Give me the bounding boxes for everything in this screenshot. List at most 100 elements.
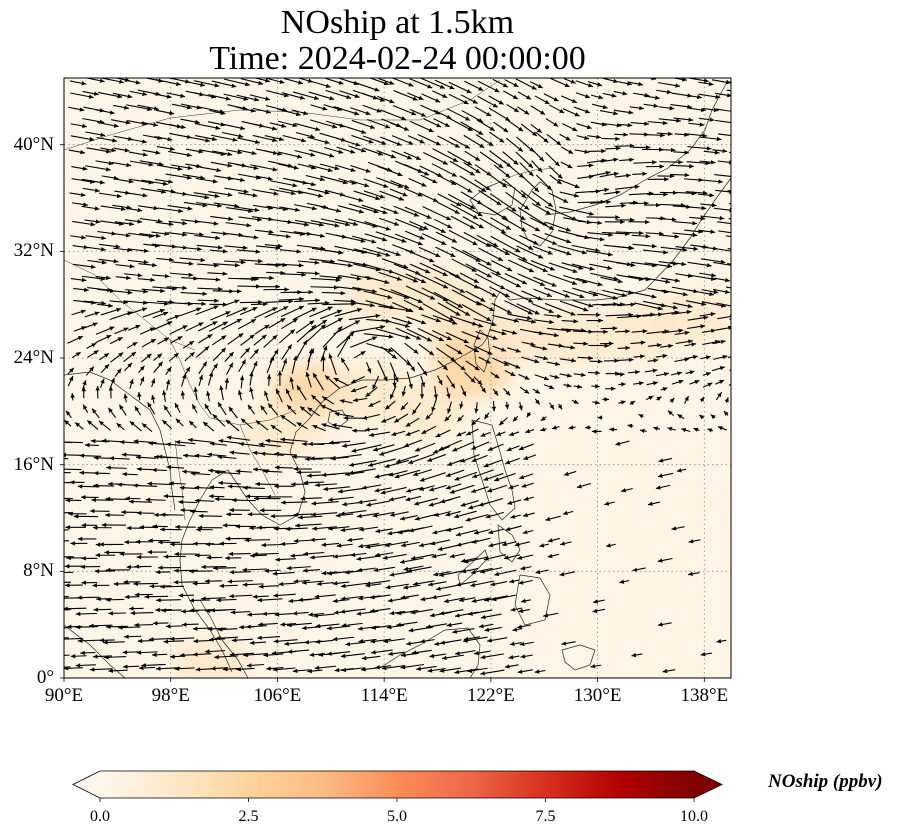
wind-arrow — [631, 329, 648, 334]
wind-arrow — [269, 349, 279, 363]
wind-arrow — [577, 355, 593, 361]
wind-arrow — [576, 135, 590, 140]
wind-arrow — [108, 668, 128, 674]
wind-arrow — [315, 639, 334, 644]
wind-arrow — [180, 390, 186, 400]
wind-arrow — [294, 219, 324, 227]
wind-arrow — [287, 622, 312, 628]
wind-arrow — [246, 663, 265, 668]
wind-arrow — [520, 123, 538, 137]
wind-arrow — [712, 148, 728, 154]
wind-arrow — [344, 471, 365, 477]
wind-arrow — [427, 581, 447, 587]
wind-arrow — [631, 233, 651, 239]
wind-arrow — [197, 321, 218, 332]
wind-arrow — [448, 93, 469, 105]
wind-arrow — [64, 468, 82, 471]
wind-arrow — [320, 218, 351, 227]
wind-arrow — [376, 246, 401, 257]
wind-arrow — [269, 180, 298, 188]
wind-arrow — [575, 80, 594, 88]
wind-arrow — [217, 454, 237, 460]
wind-arrow — [332, 598, 350, 604]
wind-arrow — [590, 272, 619, 281]
wind-arrow — [196, 201, 222, 208]
wind-arrow — [321, 542, 340, 547]
wind-arrow — [409, 78, 433, 89]
wind-arrow — [661, 277, 680, 283]
wind-arrow — [155, 221, 174, 227]
wind-arrow — [296, 324, 317, 343]
wind-arrow — [563, 470, 577, 476]
wind-arrow — [222, 299, 240, 307]
wind-arrow — [226, 207, 254, 213]
wind-arrow — [646, 381, 658, 386]
wind-arrow — [670, 371, 683, 376]
wind-arrow — [454, 471, 478, 481]
wind-arrow — [436, 201, 460, 215]
wind-arrow — [263, 469, 283, 474]
wind-arrow — [213, 202, 240, 209]
wind-arrow — [701, 258, 726, 265]
wind-arrow — [676, 468, 687, 473]
wind-arrow — [700, 202, 717, 208]
wind-arrow — [105, 512, 125, 518]
wind-arrow — [264, 135, 284, 142]
wind-arrow — [72, 263, 96, 269]
wind-arrow — [83, 322, 98, 329]
wind-arrow — [632, 145, 651, 150]
wind-arrow — [335, 137, 361, 147]
wind-arrow — [492, 388, 499, 396]
wind-arrow — [427, 453, 446, 462]
wind-arrow — [351, 444, 382, 453]
wind-arrow — [265, 438, 295, 444]
wind-arrow — [522, 512, 535, 518]
wind-arrow — [463, 134, 485, 149]
wind-arrow — [615, 372, 625, 377]
wind-arrow — [657, 472, 674, 478]
wind-arrow — [422, 233, 447, 246]
wind-arrow — [283, 78, 304, 85]
wind-arrow — [417, 361, 428, 376]
wind-arrow — [372, 511, 395, 518]
border-laos-vietnam — [239, 424, 276, 496]
wind-arrow — [445, 301, 471, 317]
wind-arrow — [462, 216, 484, 229]
wind-arrow — [93, 471, 110, 476]
wind-arrow — [174, 568, 199, 573]
wind-arrow — [196, 220, 219, 226]
wind-arrow — [602, 289, 627, 298]
wind-arrow — [242, 485, 265, 491]
wind-arrow — [92, 525, 112, 530]
wind-arrow — [475, 331, 498, 340]
wind-arrow — [264, 568, 281, 574]
wind-arrow — [518, 402, 523, 411]
wind-arrow — [716, 639, 727, 644]
wind-arrow — [238, 359, 247, 373]
wind-arrow — [252, 594, 269, 599]
wind-arrow — [139, 218, 163, 224]
wind-arrow — [375, 528, 393, 534]
wind-arrow — [285, 526, 308, 532]
wind-arrow — [496, 431, 506, 437]
wind-arrow — [519, 641, 534, 647]
wind-arrow — [258, 622, 278, 627]
wind-arrow — [489, 193, 517, 212]
wind-arrow — [445, 469, 465, 477]
wind-arrow — [168, 123, 186, 130]
wind-arrow — [367, 119, 391, 129]
wind-arrow — [502, 248, 528, 262]
wind-arrow — [379, 190, 405, 201]
wind-arrow — [508, 431, 520, 436]
wind-arrow — [64, 606, 87, 611]
wind-arrow — [350, 336, 378, 348]
wind-arrow — [391, 150, 413, 160]
wind-arrow — [437, 302, 461, 317]
wind-arrow — [716, 248, 731, 252]
wind-arrow — [461, 567, 479, 574]
wind-arrow — [586, 250, 613, 257]
wind-arrow — [644, 368, 658, 373]
wind-arrow — [197, 525, 223, 530]
wind-arrow — [520, 654, 533, 659]
border-thailand-myanmar — [174, 439, 186, 521]
